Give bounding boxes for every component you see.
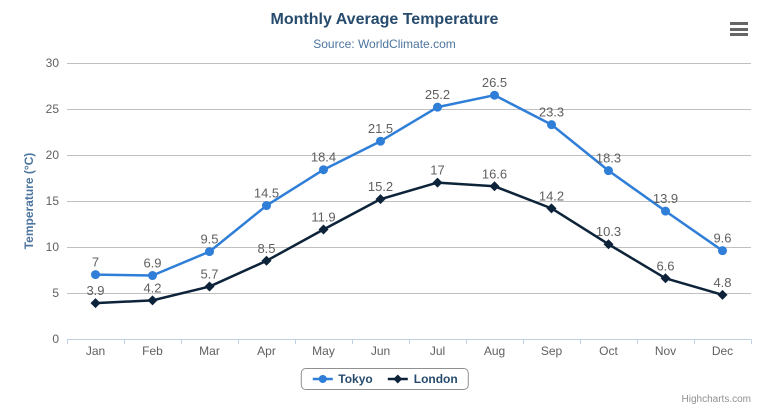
y-tick-label: 5: [52, 286, 59, 300]
data-point[interactable]: [717, 289, 728, 300]
data-label: 11.9: [311, 210, 335, 225]
data-label: 4.2: [143, 280, 161, 295]
data-label: 25.2: [425, 87, 450, 102]
data-point[interactable]: [489, 181, 500, 192]
x-category-label: Nov: [655, 344, 676, 358]
data-point[interactable]: [205, 247, 214, 257]
x-category-label: Apr: [257, 344, 276, 358]
data-point[interactable]: [204, 281, 215, 292]
x-category-label: Feb: [142, 344, 163, 358]
data-point[interactable]: [604, 166, 613, 176]
credits-link[interactable]: Highcharts.com: [681, 394, 751, 405]
hamburger-menu-icon: [730, 22, 748, 25]
data-label: 17: [430, 163, 444, 178]
data-label: 4.8: [713, 275, 731, 290]
y-tick-label: 25: [46, 102, 60, 116]
data-point[interactable]: [546, 203, 557, 214]
data-label: 18.4: [311, 150, 336, 165]
x-category-label: Mar: [199, 344, 220, 358]
data-point[interactable]: [433, 102, 442, 112]
data-point[interactable]: [718, 246, 727, 256]
y-tick-label: 30: [46, 56, 60, 70]
x-category-label: Oct: [599, 344, 618, 358]
data-point[interactable]: [319, 165, 328, 175]
y-tick-label: 20: [46, 148, 60, 162]
legend-label-tokyo: Tokyo: [338, 372, 373, 386]
data-label: 8.5: [257, 241, 275, 256]
series-tokyo: 7 6.9 9.5 14.5 18.4 21.5 25.2 26.5 23.3 18.3 13.9 9…: [91, 75, 732, 281]
data-label: 16.6: [482, 166, 507, 181]
data-point[interactable]: [147, 295, 158, 306]
series-line: [94, 93, 724, 277]
x-category-label: Jun: [371, 344, 390, 358]
x-category-label: Sep: [541, 344, 563, 358]
data-point[interactable]: [91, 270, 100, 280]
chart-subtitle: Source: WorldClimate.com: [313, 37, 456, 51]
x-category-label: Dec: [712, 344, 733, 358]
series-line: [94, 181, 724, 305]
data-label: 3.9: [86, 283, 104, 298]
x-category-label: Jul: [430, 344, 445, 358]
data-label: 13.9: [653, 191, 678, 206]
y-tick-label: 10: [46, 240, 60, 254]
y-tick-label: 0: [52, 332, 59, 346]
legend-item-london[interactable]: London: [387, 372, 458, 386]
x-category-label: May: [312, 344, 335, 358]
data-point[interactable]: [661, 206, 670, 216]
data-point[interactable]: [262, 201, 271, 211]
data-point[interactable]: [376, 136, 385, 146]
data-label: 15.2: [368, 179, 393, 194]
data-label: 6.6: [656, 258, 674, 273]
data-label: 14.5: [254, 186, 279, 201]
data-point[interactable]: [375, 194, 386, 205]
london-legend-marker-icon: [387, 374, 408, 384]
export-menu-button[interactable]: [730, 21, 748, 37]
x-axis: Jan Feb Mar Apr May Jun Jul Aug Sep Oct Nov Dec: [67, 339, 752, 358]
data-label: 9.5: [200, 232, 218, 247]
data-label: 7: [92, 255, 99, 270]
data-point[interactable]: [90, 298, 101, 309]
data-point[interactable]: [490, 90, 499, 100]
legend: Tokyo London: [300, 368, 469, 390]
x-category-label: Aug: [484, 344, 505, 358]
data-point[interactable]: [660, 273, 671, 284]
series-london: 3.9 4.2 5.7 8.5 11.9 15.2 17 16.6 14.2 10.3 6.6 4.8: [86, 163, 732, 309]
y-tick-label: 15: [46, 194, 60, 208]
data-label: 5.7: [200, 267, 218, 282]
data-point[interactable]: [148, 271, 157, 281]
data-label: 21.5: [368, 121, 393, 136]
data-point[interactable]: [432, 177, 443, 188]
chart-title: Monthly Average Temperature: [270, 11, 499, 28]
data-label: 10.3: [596, 224, 621, 239]
legend-item-tokyo[interactable]: Tokyo: [311, 372, 373, 386]
data-label: 18.3: [596, 151, 621, 166]
data-point[interactable]: [261, 255, 272, 266]
data-label: 9.6: [713, 231, 731, 246]
legend-label-london: London: [413, 372, 458, 386]
x-category-label: Jan: [86, 344, 105, 358]
data-label: 6.9: [143, 256, 161, 271]
data-label: 26.5: [482, 75, 507, 90]
data-point[interactable]: [318, 224, 329, 235]
data-label: 14.2: [539, 188, 564, 203]
gridlines: 0 5 10 15 20 25 30: [46, 56, 751, 346]
data-point[interactable]: [603, 239, 614, 250]
tokyo-legend-marker-icon: [312, 375, 333, 383]
data-point[interactable]: [547, 120, 556, 130]
data-label: 23.3: [539, 105, 564, 120]
